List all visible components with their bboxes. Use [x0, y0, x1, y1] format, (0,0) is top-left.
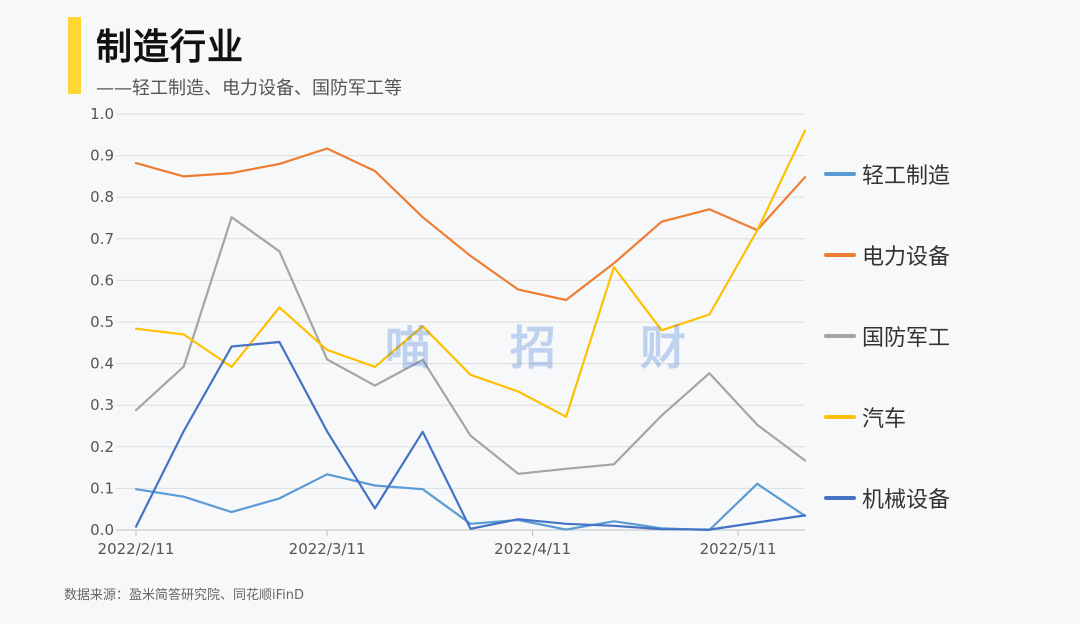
x-tick-label: 2022/3/11 [289, 540, 366, 558]
legend-label: 国防军工 [862, 326, 951, 351]
y-tick-label: 0.2 [90, 438, 114, 456]
data-source-note: 数据来源：盈米简答研究院、同花顺iFinD [64, 588, 305, 603]
series-line [134, 129, 807, 418]
series-line [134, 147, 807, 302]
x-tick-label: 2022/2/11 [98, 540, 175, 558]
legend-swatch [824, 415, 856, 419]
y-tick-label: 0.4 [90, 355, 114, 373]
watermark-char: 财 [640, 321, 688, 375]
page-title: 制造行业 [96, 27, 245, 68]
legend-label: 轻工制造 [862, 164, 951, 189]
title-accent-bar [68, 17, 81, 94]
y-tick-label: 0.3 [90, 396, 114, 414]
page-subtitle: ——轻工制造、电力设备、国防军工等 [96, 78, 402, 99]
y-tick-label: 0.5 [90, 313, 114, 331]
y-tick-label: 0.8 [90, 188, 114, 206]
y-tick-label: 0.9 [90, 147, 114, 165]
legend-item: 电力设备 [822, 237, 1062, 277]
legend-swatch [824, 253, 856, 257]
legend-swatch [824, 172, 856, 176]
watermark-char: 招 [510, 321, 558, 375]
legend-item: 国防军工 [822, 318, 1062, 358]
legend-swatch [824, 496, 856, 500]
watermark-char: 喵 [385, 321, 433, 375]
y-tick-label: 1.0 [90, 105, 114, 123]
legend-item: 轻工制造 [822, 156, 1062, 196]
legend-item: 机械设备 [822, 480, 1062, 520]
y-tick-label: 0.7 [90, 230, 114, 248]
legend-label: 机械设备 [862, 488, 951, 513]
legend-label: 汽车 [862, 407, 907, 432]
legend-label: 电力设备 [862, 245, 951, 270]
y-tick-label: 0.1 [90, 479, 114, 497]
legend-item: 汽车 [822, 399, 1062, 439]
series-line [134, 216, 807, 475]
legend-swatch [824, 334, 856, 338]
x-tick-label: 2022/4/11 [494, 540, 571, 558]
series-line [134, 340, 807, 531]
series-line [134, 473, 807, 532]
y-tick-label: 0.0 [90, 521, 114, 539]
x-tick-label: 2022/5/11 [700, 540, 777, 558]
y-tick-label: 0.6 [90, 271, 114, 289]
